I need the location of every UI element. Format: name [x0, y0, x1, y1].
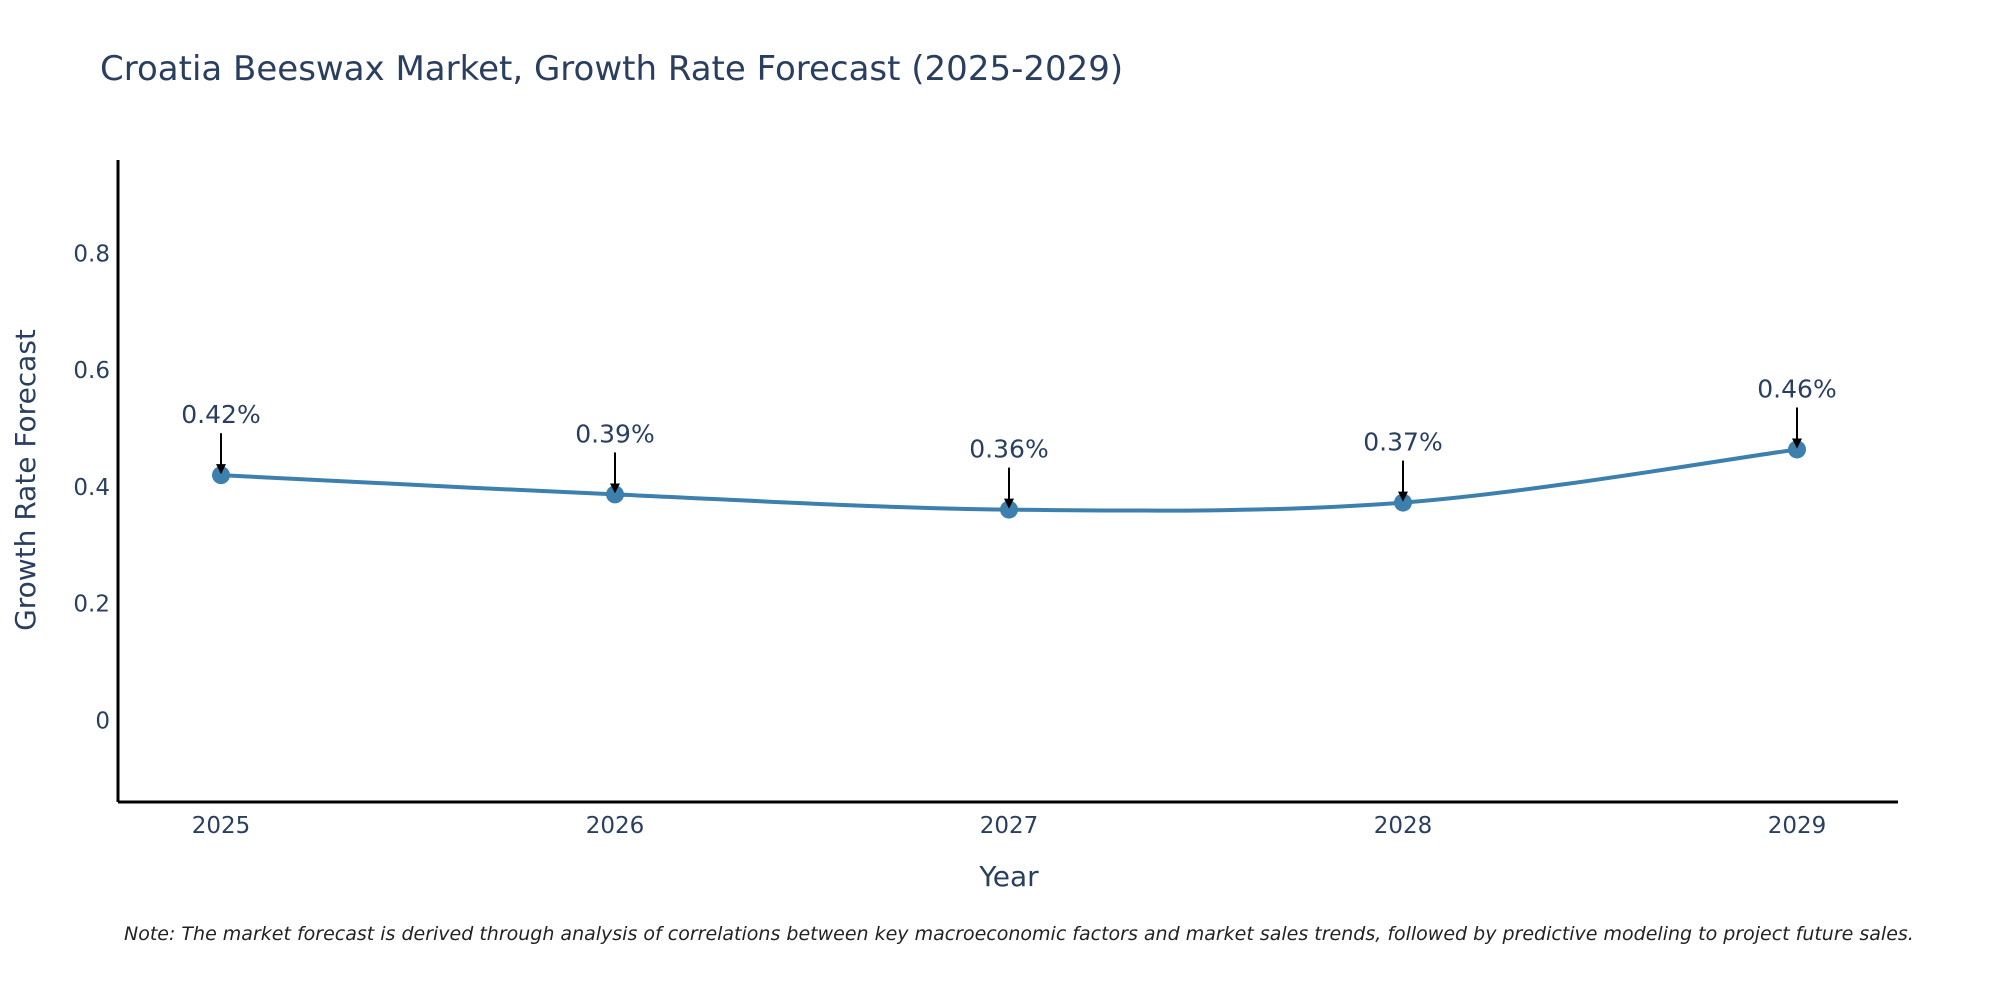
data-label: 0.36% [969, 435, 1048, 464]
x-tick-label: 2025 [192, 813, 251, 839]
data-label: 0.39% [575, 419, 654, 448]
y-axis-ticks: 0 0.2 0.4 0.6 0.8 [73, 241, 110, 734]
y-tick-label: 0.2 [73, 592, 110, 618]
x-tick-label: 2026 [586, 813, 645, 839]
x-axis-ticks: 2025 2026 2027 2028 2029 [192, 813, 1827, 839]
data-label: 0.42% [181, 400, 260, 429]
data-annotations: 0.42% 0.39% 0.36% 0.37% 0.46% [181, 374, 1837, 509]
y-axis-title: Growth Rate Forecast [9, 329, 42, 631]
x-axis-title: Year [978, 860, 1039, 893]
y-tick-label: 0.4 [73, 475, 110, 501]
y-tick-label: 0.8 [73, 241, 110, 267]
chart-title: Croatia Beeswax Market, Growth Rate Fore… [100, 49, 1123, 89]
x-tick-label: 2027 [980, 813, 1039, 839]
data-label: 0.37% [1363, 428, 1442, 457]
y-tick-label: 0 [95, 708, 110, 734]
data-label: 0.46% [1757, 374, 1836, 403]
footnote: Note: The market forecast is derived thr… [124, 923, 1914, 945]
x-tick-label: 2028 [1374, 813, 1433, 839]
y-tick-label: 0.6 [73, 358, 110, 384]
x-tick-label: 2029 [1768, 813, 1827, 839]
